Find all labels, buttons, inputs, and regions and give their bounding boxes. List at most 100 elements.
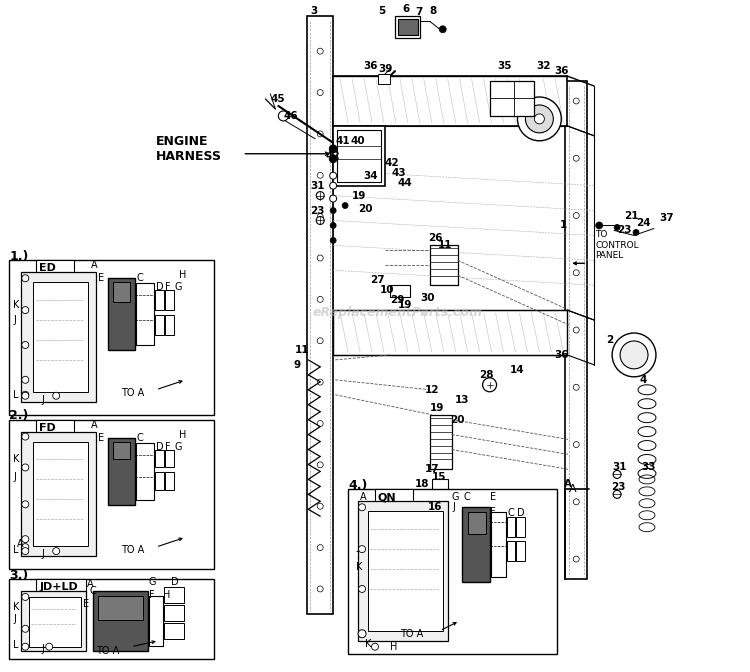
Text: D: D [156, 442, 164, 452]
Bar [430, 245, 457, 285]
Circle shape [22, 593, 28, 600]
Text: 42: 42 [326, 151, 340, 161]
Text: TO A: TO A [96, 646, 119, 656]
Text: 28: 28 [479, 370, 494, 380]
Text: A: A [91, 419, 98, 429]
Text: G: G [452, 493, 459, 503]
Text: 5: 5 [378, 6, 386, 16]
Bar [462, 507, 490, 582]
Circle shape [317, 544, 323, 550]
Circle shape [482, 378, 496, 392]
Bar [113, 282, 130, 302]
Circle shape [573, 327, 579, 333]
Bar [165, 315, 174, 335]
Circle shape [22, 501, 28, 508]
Bar [164, 605, 184, 621]
Text: 46: 46 [284, 111, 298, 121]
Text: 23: 23 [611, 482, 626, 493]
Bar [98, 596, 142, 620]
Text: 1: 1 [560, 220, 566, 230]
Bar [398, 19, 418, 35]
Text: 31: 31 [612, 462, 626, 472]
Text: 39: 39 [378, 64, 392, 74]
Text: 20: 20 [450, 415, 464, 425]
Circle shape [518, 97, 561, 141]
Circle shape [317, 255, 323, 261]
Circle shape [573, 212, 579, 218]
Bar [165, 290, 174, 310]
Text: F: F [148, 590, 154, 600]
Text: FD: FD [39, 423, 56, 433]
Text: ENGINE
HARNESS: ENGINE HARNESS [156, 135, 222, 163]
Circle shape [573, 442, 579, 448]
Circle shape [633, 229, 639, 235]
Bar [468, 512, 485, 534]
Text: F: F [165, 442, 170, 452]
Bar [164, 587, 184, 603]
Bar [9, 579, 214, 659]
Bar [9, 260, 214, 415]
Bar [506, 517, 515, 537]
Text: JD+LD: JD+LD [39, 582, 78, 592]
Circle shape [22, 464, 28, 471]
Circle shape [358, 585, 365, 593]
Bar [432, 479, 448, 491]
Text: 7: 7 [415, 7, 422, 17]
Text: A: A [87, 579, 94, 589]
Text: 32: 32 [536, 61, 551, 71]
Text: C: C [508, 508, 515, 518]
Circle shape [330, 172, 337, 179]
Circle shape [612, 333, 656, 377]
Circle shape [330, 222, 336, 228]
Bar [506, 541, 515, 561]
Text: 19: 19 [352, 191, 367, 200]
Circle shape [317, 338, 323, 344]
Circle shape [317, 586, 323, 592]
Text: J: J [13, 315, 16, 325]
Circle shape [573, 499, 579, 505]
Circle shape [535, 114, 544, 124]
Circle shape [330, 237, 336, 243]
Circle shape [22, 433, 28, 440]
Text: 37: 37 [659, 214, 674, 224]
Text: 36: 36 [363, 61, 377, 71]
Text: A: A [360, 493, 367, 503]
Text: TO A: TO A [400, 629, 423, 639]
Text: H: H [390, 642, 398, 652]
Bar [333, 310, 567, 355]
Text: 24: 24 [636, 218, 651, 228]
Bar [108, 278, 135, 350]
Text: 31: 31 [310, 181, 325, 191]
Text: 12: 12 [424, 385, 439, 394]
Circle shape [22, 643, 28, 650]
Text: H: H [178, 270, 186, 280]
Bar [333, 126, 385, 185]
Circle shape [316, 192, 324, 200]
Circle shape [573, 155, 579, 161]
Circle shape [22, 391, 28, 398]
Text: 35: 35 [497, 61, 512, 71]
Text: 45: 45 [271, 94, 285, 104]
Text: 13: 13 [454, 394, 470, 405]
Text: F: F [165, 282, 170, 292]
Text: H: H [163, 590, 170, 600]
Circle shape [440, 26, 446, 33]
Text: 18: 18 [415, 479, 429, 489]
Bar [348, 489, 557, 654]
Bar [164, 623, 184, 639]
Circle shape [22, 306, 28, 314]
Text: ED: ED [39, 263, 56, 274]
Bar [378, 74, 390, 84]
Text: eReplacementParts.com: eReplacementParts.com [313, 306, 482, 319]
Bar [36, 579, 86, 595]
Bar [154, 315, 164, 335]
Text: TO
CONTROL
PANEL: TO CONTROL PANEL [596, 230, 639, 260]
Text: 44: 44 [398, 177, 412, 187]
Circle shape [358, 630, 366, 638]
Bar [33, 282, 88, 392]
Bar [430, 415, 451, 470]
Circle shape [573, 556, 579, 562]
Bar [165, 472, 174, 491]
Text: 2.): 2.) [9, 409, 28, 422]
Bar [154, 472, 164, 491]
